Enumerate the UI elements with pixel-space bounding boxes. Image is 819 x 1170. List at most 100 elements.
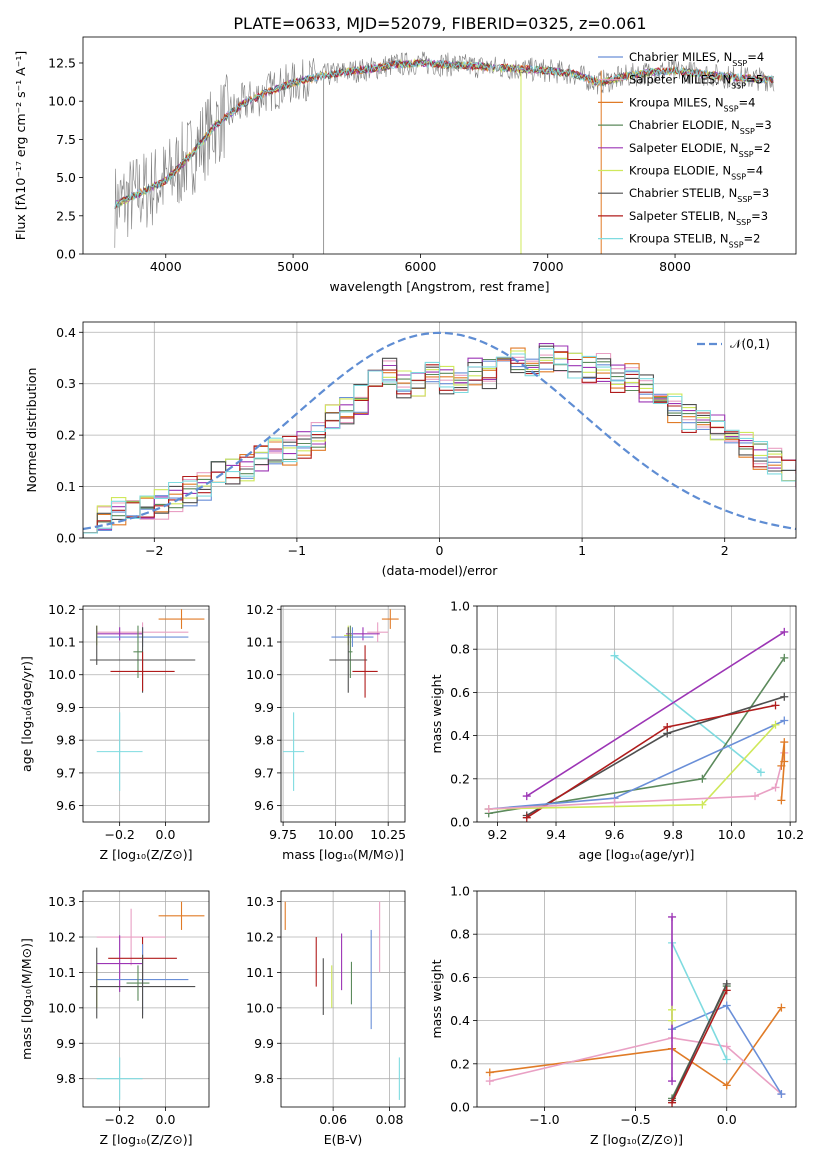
- x-axis-label: Z [log₁₀(Z/Z⊙)]: [100, 1132, 193, 1147]
- y-tick-label: 10.1: [246, 965, 274, 980]
- weight-marker: [722, 986, 731, 995]
- mass-vs-Z-panel: −0.2 0.0 9.8 9.9 10.0 10.1 10.2 10.3 Z [log₁₀(Z/…: [19, 890, 210, 1147]
- weight-marker: [771, 783, 780, 792]
- x-tick-label: 2: [721, 543, 729, 558]
- plot-area: [114, 51, 775, 254]
- weight-line: [526, 631, 785, 797]
- y-tick-label: 0.0: [56, 531, 76, 546]
- errorbar-point: [381, 609, 399, 629]
- weight-marker: [771, 701, 780, 710]
- errorbar-point: [96, 627, 143, 641]
- y-tick-label: 9.9: [254, 1036, 274, 1051]
- axes-frame: [476, 605, 797, 823]
- y-tick-label: 10.0: [48, 1000, 76, 1015]
- axes-border: [280, 605, 406, 823]
- residual-histogram: [83, 352, 796, 538]
- errorbar-point: [367, 622, 389, 642]
- y-axis-label: age [log₁₀(age/yr)]: [19, 656, 34, 772]
- errorbar-point: [133, 625, 143, 678]
- normal-curve: [83, 331, 796, 531]
- x-tick-label: 0.0: [156, 1112, 176, 1127]
- y-axis-label: Flux [fλ10⁻¹⁷ erg cm⁻² s⁻¹ A⁻¹]: [13, 51, 28, 240]
- y-tick-label: 10.3: [246, 894, 274, 909]
- weight-marker: [780, 692, 789, 701]
- y-tick-label: 10.2: [48, 930, 76, 945]
- legend-entry: Kroupa ELODIE, NSSP=4: [629, 164, 763, 182]
- weight-marker: [777, 1090, 786, 1099]
- errorbar-point: [158, 901, 205, 930]
- weight-series: [668, 912, 677, 1086]
- figure-title: PLATE=0633, MJD=52079, FIBERID=0325, z=0…: [233, 14, 646, 33]
- weight-vs-age-panel: 9.2 9.4 9.6 9.8 10.0 10.2 0.0 0.2 0.4 0.6 0.8 1.0 ag…: [429, 599, 804, 863]
- weight-marker: [485, 1077, 494, 1086]
- errorbar-point: [158, 609, 205, 629]
- ticks: 9.2 9.4 9.6 9.8 10.0 10.2 0.0 0.2 0.4 0.6 0.8 1.0 ag…: [429, 599, 804, 863]
- weight-series: [610, 651, 765, 777]
- y-tick-label: 0.4: [450, 728, 470, 743]
- x-tick-label: 10.25: [370, 827, 406, 842]
- weight-marker: [610, 798, 619, 807]
- weight-series: [484, 716, 789, 814]
- x-tick-label: 7000: [532, 259, 564, 274]
- weight-marker: [780, 716, 789, 725]
- y-tick-label: 10.2: [48, 602, 76, 617]
- y-tick-label: 10.2: [246, 602, 274, 617]
- x-tick-label: 9.2: [488, 827, 508, 842]
- y-tick-label: 9.8: [254, 733, 274, 748]
- axes-border: [476, 890, 797, 1108]
- legend-entry: Kroupa STELIB, NSSP=2: [629, 232, 760, 250]
- x-axis-label: wavelength [Angstrom, rest frame]: [329, 279, 549, 294]
- axes-border: [476, 605, 797, 823]
- weight-marker: [484, 805, 493, 814]
- grid: [477, 890, 796, 1108]
- x-tick-label: 5000: [277, 259, 309, 274]
- weight-marker: [771, 720, 780, 729]
- legend-entry: Salpeter MILES, NSSP=5: [629, 73, 763, 91]
- weight-marker: [722, 1042, 731, 1051]
- x-tick-label: 10.2: [776, 827, 804, 842]
- weight-line: [614, 655, 762, 773]
- y-tick-label: 0.0: [450, 1100, 470, 1115]
- x-tick-label: 1: [578, 543, 586, 558]
- ticks: −0.2 0.0 9.6 9.7 9.8 9.9 10.0 10.1 10.2 Z [log₁₀(…: [19, 602, 192, 862]
- errorbar-point: [110, 651, 175, 692]
- weight-marker: [698, 774, 707, 783]
- y-tick-label: 10.1: [48, 965, 76, 980]
- spectrum-panel: 4000 5000 6000 7000 8000 0.0 2.5 5.0 7.5 10.0 12.5…: [13, 36, 797, 294]
- y-tick-label: 9.9: [56, 1036, 76, 1051]
- ticks: 4000 5000 6000 7000 8000 0.0 2.5 5.0 7.5 10.0 12.5…: [13, 51, 691, 294]
- errorbar-point: [96, 908, 166, 966]
- residual-histogram: [83, 347, 796, 538]
- axes-border: [280, 890, 406, 1108]
- errorbar-point: [89, 954, 196, 1019]
- y-tick-label: 9.8: [254, 1071, 274, 1086]
- axes-frame: [82, 605, 210, 823]
- weight-series: [668, 1005, 677, 1025]
- x-tick-label: −1: [288, 543, 306, 558]
- x-axis-label: mass [log₁₀(M/M⊙)]: [282, 847, 404, 862]
- x-tick-label: 0.06: [319, 1112, 347, 1127]
- y-axis-label: Normed distribution: [24, 368, 39, 493]
- x-axis-label: E(B-V): [324, 1132, 363, 1147]
- weight-line: [671, 990, 728, 1104]
- weight-marker: [668, 1098, 677, 1107]
- errorbar-point: [283, 712, 305, 791]
- y-tick-label: 12.5: [48, 55, 76, 70]
- y-tick-label: 0.2: [450, 1056, 470, 1071]
- legend-entry: Chabrier STELIB, NSSP=3: [629, 186, 769, 204]
- plot-area: [484, 627, 789, 822]
- y-tick-label: 1.0: [450, 599, 470, 614]
- y-tick-label: 2.5: [56, 208, 76, 223]
- y-tick-label: 10.1: [48, 635, 76, 650]
- weight-line: [780, 742, 786, 801]
- weight-line: [671, 942, 728, 1060]
- weight-marker: [668, 1005, 677, 1014]
- legend: Chabrier MILES, NSSP=4 Salpeter MILES, NS…: [598, 50, 772, 249]
- residual-histogram: [83, 350, 796, 538]
- errorbar-point: [96, 712, 143, 791]
- weight-series: [485, 1003, 786, 1090]
- weight-marker: [698, 800, 707, 809]
- axes-frame: [82, 36, 797, 255]
- x-tick-label: −1.0: [529, 1112, 559, 1127]
